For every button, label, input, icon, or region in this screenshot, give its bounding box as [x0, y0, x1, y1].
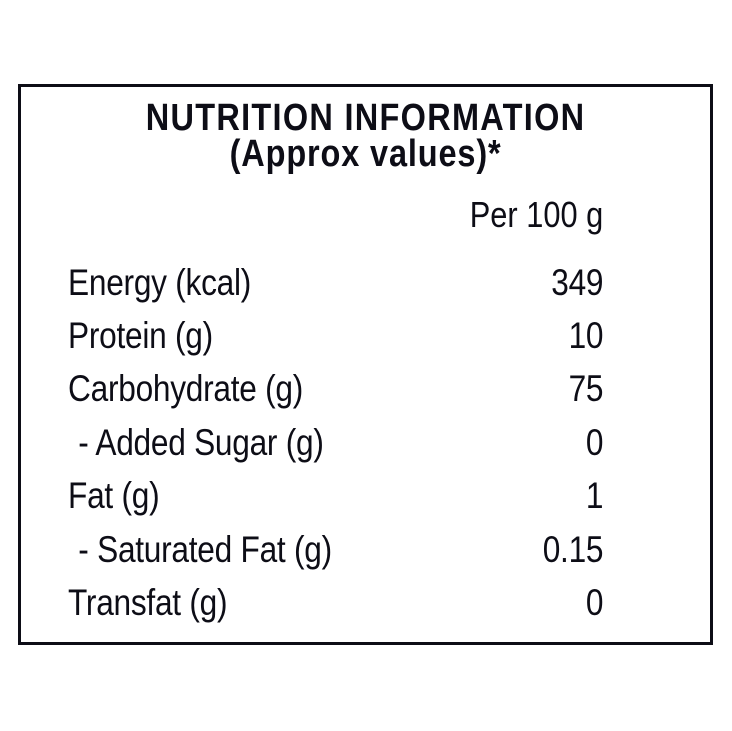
- table-row-saturated-fat: - Saturated Fat (g) 0.15: [68, 523, 603, 576]
- nutrition-label-subtitle: (Approx values)*: [229, 133, 502, 175]
- nutrient-name: - Added Sugar (g): [78, 421, 324, 463]
- nutrient-name: - Saturated Fat (g): [78, 528, 332, 570]
- nutrient-value: 0: [585, 582, 604, 624]
- table-row-added-sugar: - Added Sugar (g) 0: [68, 416, 603, 469]
- column-header-per-100g: Per 100 g: [469, 194, 604, 235]
- nutrient-name: Carbohydrate (g): [68, 368, 304, 410]
- nutrient-value: 0: [585, 421, 604, 463]
- nutrient-name: Protein (g): [68, 315, 213, 357]
- nutrition-label-title: NUTRITION INFORMATION: [145, 97, 586, 139]
- nutrient-value: 1: [585, 475, 604, 517]
- nutrition-label-box: NUTRITION INFORMATION (Approx values)* P…: [18, 84, 713, 645]
- nutrient-name: Transfat (g): [68, 582, 228, 624]
- nutrient-name: Fat (g): [68, 475, 160, 517]
- nutrient-value: 0.15: [542, 528, 604, 570]
- nutrition-table: Energy (kcal) 349 Protein (g) 10 Carbohy…: [21, 256, 710, 630]
- nutrient-value: 10: [568, 315, 604, 357]
- table-row-energy: Energy (kcal) 349: [68, 256, 603, 309]
- nutrition-label-content: NUTRITION INFORMATION (Approx values)* P…: [21, 97, 710, 630]
- nutrient-value: 75: [568, 368, 604, 410]
- nutrient-name: Energy (kcal): [68, 261, 252, 303]
- table-row-transfat: Transfat (g) 0: [68, 576, 603, 629]
- table-row-fat: Fat (g) 1: [68, 470, 603, 523]
- table-row-protein: Protein (g) 10: [68, 309, 603, 362]
- nutrient-value: 349: [551, 261, 604, 303]
- table-row-carbohydrate: Carbohydrate (g) 75: [68, 363, 603, 416]
